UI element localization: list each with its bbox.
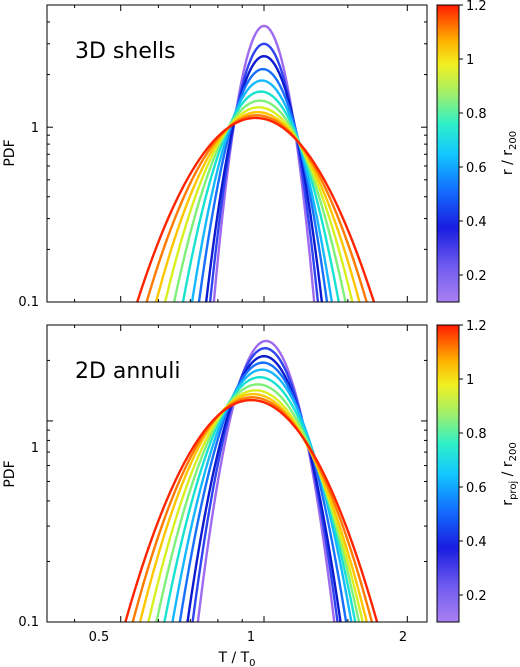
- colorbar-ticks-bottom: [459, 324, 463, 596]
- y-axis-label-top: PDF: [2, 139, 18, 166]
- series-line-bottom-r0.55: [171, 368, 353, 622]
- series-line-top-r0.85: [163, 106, 354, 302]
- colorbar-tick-label-top-1: 1: [466, 53, 474, 68]
- colorbar-tick-label-bottom-1.2: 1.2: [466, 319, 487, 334]
- series-line-bottom-r0.65: [163, 376, 357, 622]
- series-line-bottom-r0.85: [147, 389, 364, 622]
- colorbar-gradient-top: [437, 5, 459, 302]
- colorbar-label-top: r / r200: [500, 131, 519, 175]
- x-axis-label: T / T0: [217, 650, 255, 667]
- panel-title-bottom: 2D annuli: [75, 359, 180, 384]
- colorbar-bottom: 0.2 0.4 0.6 0.8 1 1.2 rproj / r200: [436, 319, 519, 623]
- colorbar-tick-label-bottom-0.2: 0.2: [466, 589, 487, 604]
- y-tick-label-1-bottom: 1: [31, 441, 39, 456]
- series-line-bottom-r0.95: [138, 392, 368, 622]
- colorbar-tick-label-top-0.8: 0.8: [466, 107, 487, 122]
- series-line-top-r1.15: [135, 116, 376, 302]
- y-tick-label-1-top: 1: [31, 121, 39, 136]
- colorbar-tick-label-bottom-1: 1: [466, 373, 474, 388]
- panel-title-top: 3D shells: [75, 39, 176, 64]
- series-line-bottom-r0.75: [155, 383, 361, 622]
- x-tick-label-1: 1: [247, 630, 255, 645]
- colorbar-tick-label-top-0.6: 0.6: [466, 161, 487, 176]
- series-line-top-r1.05: [145, 114, 368, 302]
- series-line-top-r0.55: [190, 79, 334, 302]
- y-tick-label-0.1-top: 0.1: [18, 295, 39, 310]
- series-line-top-r0.95: [154, 110, 361, 302]
- series-line-top-r0.75: [172, 99, 347, 302]
- colorbar-gradient-bottom: [437, 325, 459, 622]
- panel-top: 3D shells PDF 0.1 1 0.2 0.4 0.6 0.8 1 1.…: [2, 0, 519, 310]
- colorbar-tick-label-top-0.4: 0.4: [466, 215, 487, 230]
- colorbar-top: 0.2 0.4 0.6 0.8 1 1.2 r / r200: [436, 0, 519, 303]
- colorbar-tick-label-bottom-0.4: 0.4: [466, 535, 487, 550]
- series-line-top-r0.65: [181, 90, 340, 302]
- ticks-bottom: [47, 325, 427, 623]
- panel-bottom: 2D annuli PDF 0.1 1 0.5 1 2 T / T0 0.2 0…: [2, 319, 519, 667]
- series-line-top-r0.25: [208, 42, 320, 302]
- colorbar-tick-label-top-0.2: 0.2: [466, 269, 487, 284]
- series-line-bottom-r0.45: [178, 361, 348, 622]
- x-tick-label-0.5: 0.5: [89, 630, 110, 645]
- colorbar-tick-label-bottom-0.8: 0.8: [466, 427, 487, 442]
- colorbar-frame-bottom: [436, 324, 460, 623]
- ticks-top: [47, 5, 427, 303]
- y-tick-label-0.1-bottom: 0.1: [18, 615, 39, 630]
- colorbar-ticks-top: [459, 4, 463, 276]
- colorbar-frame-top: [436, 4, 460, 303]
- colorbar-tick-label-bottom-0.6: 0.6: [466, 481, 487, 496]
- colorbar-tick-label-top-1.2: 1.2: [466, 0, 487, 14]
- plot-frame-top: [46, 4, 428, 303]
- x-tick-label-2: 2: [399, 630, 407, 645]
- series-line-bottom-r1.05: [131, 396, 374, 622]
- plot-frame-bottom: [46, 324, 428, 623]
- curves-bottom: [124, 339, 379, 622]
- curves-top: [135, 24, 376, 302]
- series-line-bottom-r1.15: [124, 398, 379, 622]
- y-axis-label-bottom: PDF: [2, 460, 18, 487]
- colorbar-label-bottom: rproj / r200: [500, 442, 519, 505]
- series-line-top-r0.15: [212, 24, 316, 302]
